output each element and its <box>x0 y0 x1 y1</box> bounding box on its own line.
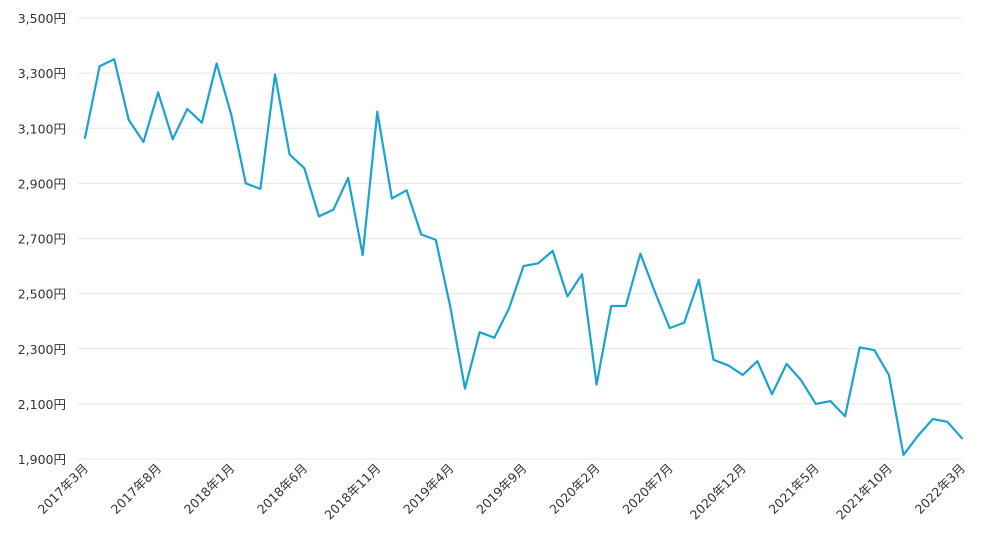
series-line <box>83 58 964 456</box>
data-point <box>829 400 832 402</box>
data-point <box>420 233 422 235</box>
data-point <box>566 295 569 297</box>
data-point <box>800 379 802 381</box>
gridlines <box>78 17 962 460</box>
data-point <box>303 167 305 169</box>
data-point <box>128 119 130 121</box>
data-point <box>376 111 378 113</box>
data-point <box>625 305 627 307</box>
x-tick-label: 2019年9月 <box>473 461 529 517</box>
y-tick-label: 2,100円 <box>18 397 66 412</box>
data-point <box>742 374 744 376</box>
data-point <box>449 306 451 308</box>
data-point <box>113 58 115 60</box>
data-point <box>917 435 919 437</box>
data-point <box>142 141 145 143</box>
data-point <box>157 91 159 93</box>
y-tick-label: 3,500円 <box>18 11 66 26</box>
data-point <box>522 265 525 267</box>
y-axis-ticks: 1,900円 2,100円 2,300円 2,500円 2,700円 2,900円 3,10… <box>18 11 66 467</box>
data-point <box>888 374 890 376</box>
data-point <box>84 137 86 139</box>
y-tick-label: 2,900円 <box>18 176 66 191</box>
data-point <box>230 113 232 116</box>
data-point <box>596 384 598 386</box>
data-point <box>859 346 861 348</box>
data-point <box>216 62 218 65</box>
data-point <box>961 437 963 439</box>
x-tick-label: 2021年10月 <box>833 461 895 523</box>
x-axis-ticks: 2017年3月 2017年8月 2018年1月 2018年6月 2018年11月 2019… <box>35 461 968 523</box>
x-tick-label: 2020年7月 <box>619 461 675 517</box>
data-point <box>479 331 481 333</box>
data-point <box>786 363 788 365</box>
data-point <box>201 122 203 124</box>
data-point <box>406 189 408 191</box>
data-point <box>318 215 320 217</box>
data-point <box>932 418 934 420</box>
data-point <box>289 153 291 155</box>
y-tick-label: 2,500円 <box>18 287 66 302</box>
data-point <box>259 188 261 190</box>
data-point <box>698 279 700 281</box>
data-point <box>946 421 949 423</box>
data-point <box>581 273 583 275</box>
data-point <box>756 360 759 362</box>
x-tick-label: 2019年4月 <box>400 461 456 517</box>
x-tick-label: 2020年2月 <box>546 461 602 517</box>
data-point <box>610 305 612 307</box>
data-point <box>347 177 349 179</box>
data-point <box>727 364 729 366</box>
data-point <box>844 415 846 417</box>
data-point <box>391 197 393 200</box>
data-point <box>464 388 466 390</box>
data-point <box>362 254 364 256</box>
data-point <box>332 209 335 211</box>
x-tick-label: 2018年1月 <box>181 461 237 517</box>
series-layer <box>83 58 964 456</box>
data-point <box>245 182 247 184</box>
data-point <box>873 349 875 351</box>
x-tick-label: 2017年3月 <box>35 461 91 517</box>
x-tick-label: 2017年8月 <box>108 461 164 517</box>
data-point <box>493 337 495 339</box>
data-point <box>815 403 817 405</box>
y-tick-label: 3,100円 <box>18 121 66 136</box>
y-tick-label: 2,300円 <box>18 342 66 357</box>
data-point <box>654 291 656 293</box>
data-point <box>669 327 671 329</box>
x-tick-label: 2021年5月 <box>766 461 822 517</box>
data-point <box>712 359 715 361</box>
data-point <box>639 253 642 255</box>
x-tick-label: 2020年12月 <box>687 461 749 523</box>
x-tick-label: 2018年11月 <box>321 461 383 523</box>
data-point <box>186 108 188 110</box>
data-point <box>508 308 510 310</box>
x-tick-label: 2018年6月 <box>254 461 310 517</box>
data-point <box>274 73 276 76</box>
data-point <box>902 454 905 456</box>
x-tick-label: 2022年3月 <box>912 461 968 517</box>
data-point <box>683 322 685 324</box>
data-point <box>771 393 773 395</box>
y-tick-label: 3,300円 <box>18 66 66 81</box>
data-point <box>537 262 539 264</box>
data-point <box>435 239 437 241</box>
y-tick-label: 2,700円 <box>18 232 66 247</box>
data-point <box>552 250 554 252</box>
y-tick-label: 1,900円 <box>18 452 66 467</box>
data-point <box>99 65 101 67</box>
data-point <box>172 138 174 140</box>
